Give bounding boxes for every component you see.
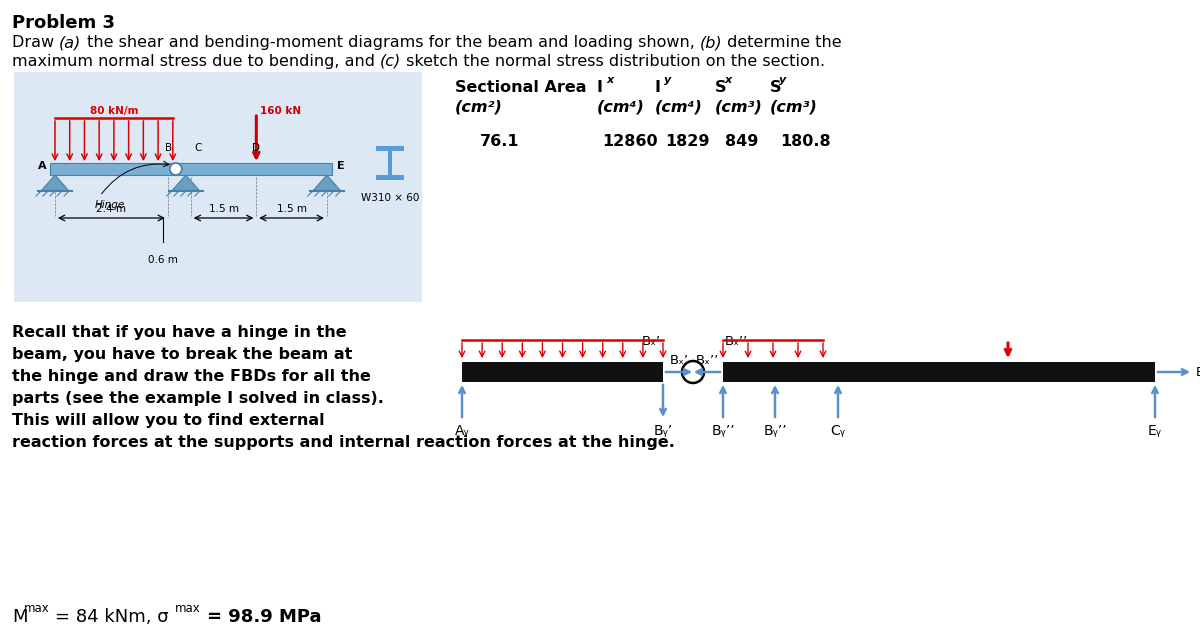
Text: 0.6 m: 0.6 m (148, 255, 178, 265)
Text: 160 kN: 160 kN (260, 106, 301, 116)
Text: Bₓ’’: Bₓ’’ (725, 335, 749, 348)
Text: = 98.9 MPa: = 98.9 MPa (208, 608, 322, 626)
Text: M: M (12, 608, 28, 626)
Text: 12860: 12860 (602, 134, 658, 149)
Text: W310 × 60: W310 × 60 (361, 193, 419, 203)
Bar (14, 72, 422, 302)
Text: I: I (598, 80, 604, 95)
Text: D: D (252, 143, 260, 153)
Text: E: E (337, 161, 344, 171)
Bar (376, 146, 404, 151)
Text: This will allow you to find external: This will allow you to find external (12, 413, 325, 428)
Text: x: x (606, 75, 613, 85)
Text: (c): (c) (380, 54, 401, 69)
Bar (376, 175, 404, 180)
Polygon shape (172, 175, 199, 191)
Text: Bₓ’: Bₓ’ (670, 354, 689, 367)
Text: C: C (194, 143, 202, 153)
Text: 2.4 m: 2.4 m (96, 204, 126, 214)
Text: max: max (175, 602, 200, 615)
Text: (cm³): (cm³) (770, 99, 818, 114)
Text: Bᵧ’’: Bᵧ’’ (763, 424, 787, 438)
Text: 1829: 1829 (665, 134, 709, 149)
Text: (cm⁴): (cm⁴) (655, 99, 703, 114)
Text: reaction forces at the supports and internal reaction forces at the hinge.: reaction forces at the supports and inte… (12, 435, 674, 450)
Text: Eᵧ: Eᵧ (1148, 424, 1162, 438)
Text: y: y (664, 75, 671, 85)
Polygon shape (41, 175, 70, 191)
Text: (a): (a) (59, 35, 82, 50)
Text: Cᵧ: Cᵧ (830, 424, 846, 438)
Text: 1.5 m: 1.5 m (276, 204, 306, 214)
Text: x: x (724, 75, 731, 85)
Text: the hinge and draw the FBDs for all the: the hinge and draw the FBDs for all the (12, 369, 371, 384)
Polygon shape (313, 175, 341, 191)
Text: Draw: Draw (12, 35, 59, 50)
Text: the shear and bending-moment diagrams for the beam and loading shown,: the shear and bending-moment diagrams fo… (82, 35, 700, 50)
Bar (50, 163, 331, 175)
Text: Bᵧ’’: Bᵧ’’ (712, 424, 734, 438)
Text: 80 kN/m: 80 kN/m (90, 106, 138, 116)
Text: beam, you have to break the beam at: beam, you have to break the beam at (12, 347, 353, 362)
Text: (b): (b) (700, 35, 722, 50)
Text: determine the: determine the (722, 35, 841, 50)
Bar (462, 362, 662, 382)
Text: Sectional Area: Sectional Area (455, 80, 587, 95)
Text: 1.5 m: 1.5 m (209, 204, 239, 214)
Circle shape (682, 361, 704, 383)
Text: Bₓ’’: Bₓ’’ (695, 354, 719, 367)
Text: 849: 849 (725, 134, 758, 149)
Text: y: y (779, 75, 786, 85)
Text: (cm²): (cm²) (455, 99, 503, 114)
Text: Recall that if you have a hinge in the: Recall that if you have a hinge in the (12, 325, 347, 340)
Text: A: A (38, 161, 47, 171)
Text: Bᵧ’: Bᵧ’ (653, 424, 673, 438)
Text: max: max (24, 602, 49, 615)
Text: Aᵧ: Aᵧ (455, 424, 469, 438)
Bar (388, 151, 392, 175)
Text: 76.1: 76.1 (480, 134, 520, 149)
Text: Eₓ: Eₓ (1196, 365, 1200, 379)
Text: sketch the normal stress distribution on the section.: sketch the normal stress distribution on… (401, 54, 826, 69)
Text: S: S (715, 80, 726, 95)
Circle shape (170, 163, 182, 175)
Text: parts (see the example I solved in class).: parts (see the example I solved in class… (12, 391, 384, 406)
Bar (722, 362, 1154, 382)
Text: (cm⁴): (cm⁴) (598, 99, 644, 114)
Text: B: B (166, 143, 173, 153)
Text: S: S (770, 80, 781, 95)
Text: = 84 kNm, σ: = 84 kNm, σ (55, 608, 169, 626)
Text: Hinge: Hinge (95, 200, 125, 210)
Text: 180.8: 180.8 (780, 134, 830, 149)
Text: I: I (655, 80, 661, 95)
Text: Problem 3: Problem 3 (12, 14, 115, 32)
Text: maximum normal stress due to bending, and: maximum normal stress due to bending, an… (12, 54, 380, 69)
Text: (cm³): (cm³) (715, 99, 763, 114)
Text: Bₓ’: Bₓ’ (642, 335, 661, 348)
